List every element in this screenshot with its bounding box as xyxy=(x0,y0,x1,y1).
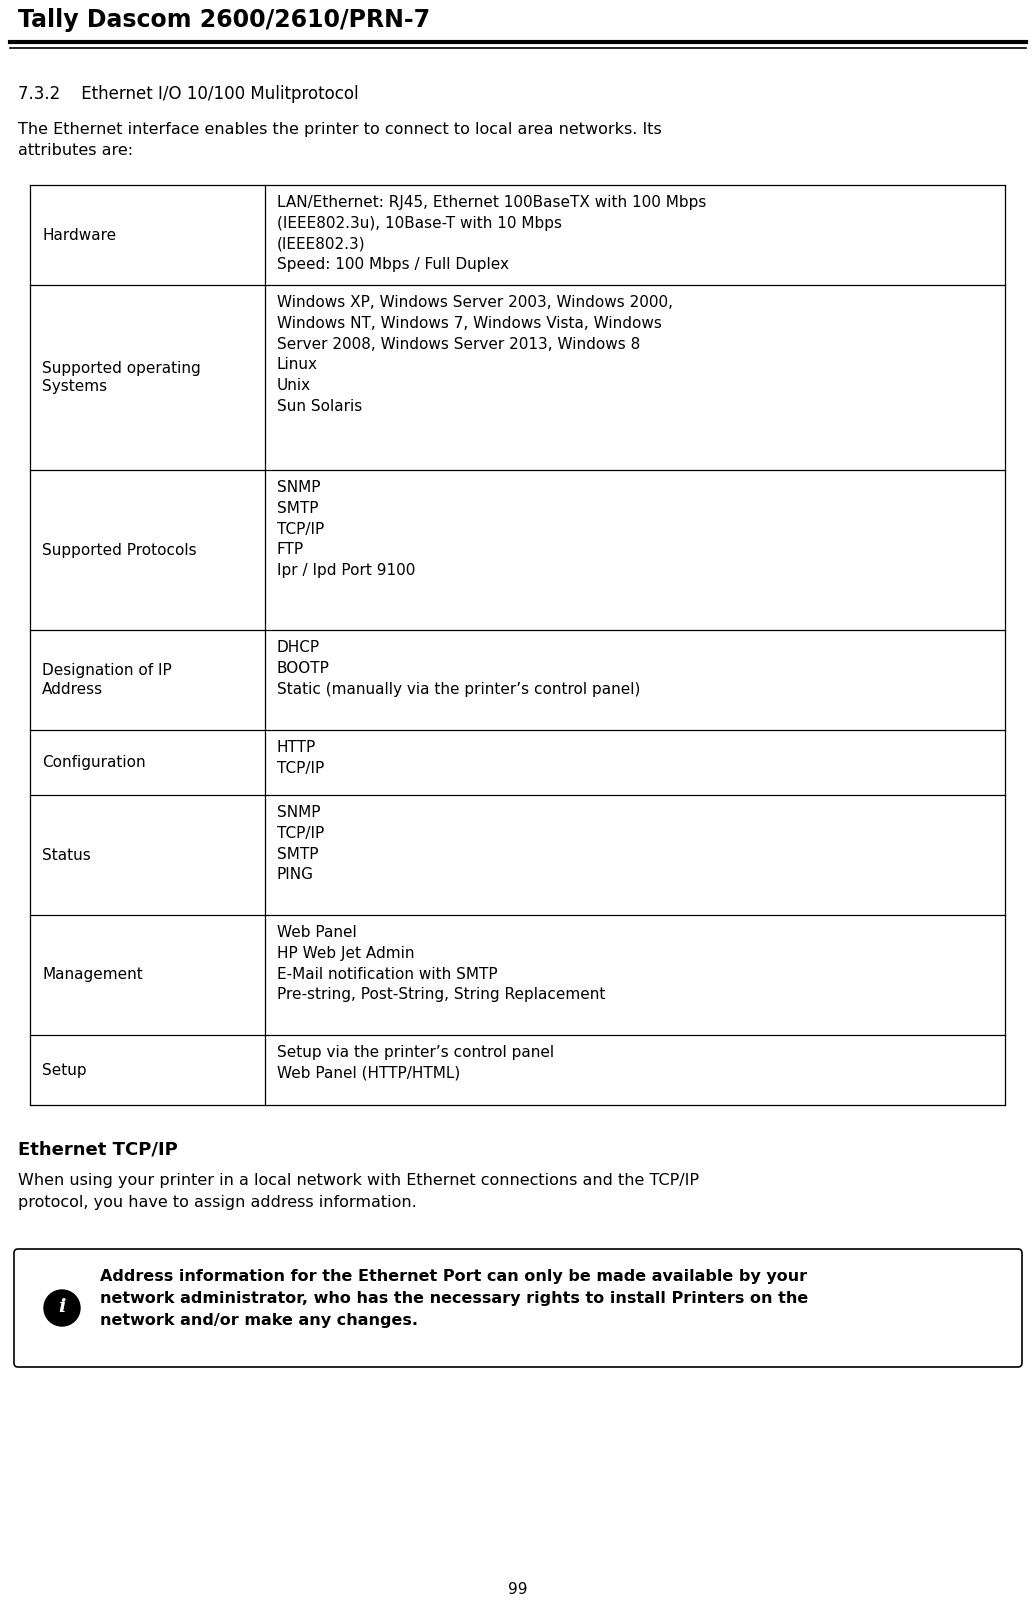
Text: Tally Dascom 2600/2610/PRN-7: Tally Dascom 2600/2610/PRN-7 xyxy=(18,8,430,32)
Text: i: i xyxy=(58,1298,65,1315)
Text: Setup via the printer’s control panel
Web Panel (HTTP/HTML): Setup via the printer’s control panel We… xyxy=(277,1045,554,1080)
Text: Supported Protocols: Supported Protocols xyxy=(42,543,197,558)
Text: The Ethernet interface enables the printer to connect to local area networks. It: The Ethernet interface enables the print… xyxy=(18,123,662,158)
Text: Supported operating
Systems: Supported operating Systems xyxy=(42,361,201,395)
Circle shape xyxy=(44,1290,80,1327)
Text: Setup: Setup xyxy=(42,1062,87,1077)
Text: Web Panel
HP Web Jet Admin
E-Mail notification with SMTP
Pre-string, Post-String: Web Panel HP Web Jet Admin E-Mail notifi… xyxy=(277,925,605,1003)
Text: Designation of IP
Address: Designation of IP Address xyxy=(42,663,172,696)
Text: SNMP
SMTP
TCP/IP
FTP
Ipr / Ipd Port 9100: SNMP SMTP TCP/IP FTP Ipr / Ipd Port 9100 xyxy=(277,480,415,579)
Text: DHCP
BOOTP
Static (manually via the printer’s control panel): DHCP BOOTP Static (manually via the prin… xyxy=(277,640,640,696)
Text: Address information for the Ethernet Port can only be made available by your
net: Address information for the Ethernet Por… xyxy=(100,1269,808,1328)
Text: Management: Management xyxy=(42,967,143,982)
Text: Ethernet TCP/IP: Ethernet TCP/IP xyxy=(18,1140,178,1157)
Text: 99: 99 xyxy=(509,1581,527,1597)
Text: Status: Status xyxy=(42,848,91,862)
Text: Configuration: Configuration xyxy=(42,754,146,771)
Text: HTTP
TCP/IP: HTTP TCP/IP xyxy=(277,740,324,775)
FancyBboxPatch shape xyxy=(15,1249,1021,1367)
Text: Hardware: Hardware xyxy=(42,227,116,242)
Text: 7.3.2    Ethernet I/O 10/100 Mulitprotocol: 7.3.2 Ethernet I/O 10/100 Mulitprotocol xyxy=(18,85,358,103)
Text: Windows XP, Windows Server 2003, Windows 2000,
Windows NT, Windows 7, Windows Vi: Windows XP, Windows Server 2003, Windows… xyxy=(277,295,673,414)
Text: LAN/Ethernet: RJ45, Ethernet 100BaseTX with 100 Mbps
(IEEE802.3u), 10Base-T with: LAN/Ethernet: RJ45, Ethernet 100BaseTX w… xyxy=(277,195,707,272)
Text: SNMP
TCP/IP
SMTP
PING: SNMP TCP/IP SMTP PING xyxy=(277,804,324,882)
Text: When using your printer in a local network with Ethernet connections and the TCP: When using your printer in a local netwo… xyxy=(18,1174,699,1211)
